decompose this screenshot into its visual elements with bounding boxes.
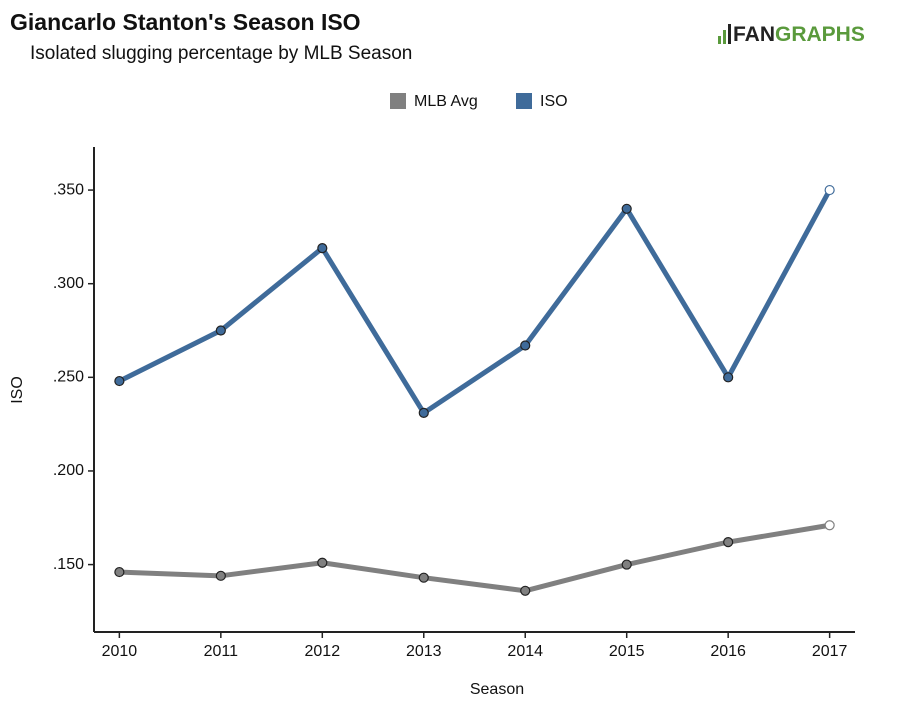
y-tick-label: .200 [53,462,84,479]
series-line [118,188,832,416]
data-point [215,570,226,581]
legend-label: MLB Avg [414,93,478,110]
chart-subtitle: Isolated slugging percentage by MLB Seas… [30,43,412,64]
y-tick-label: .300 [53,275,84,292]
x-tick-label: 2014 [507,643,543,660]
logo-icon [723,30,726,44]
logo-icon [728,24,731,44]
x-tick-label: 2013 [406,643,442,660]
x-tick-label: 2010 [102,643,138,660]
logo-icon [718,36,721,44]
legend-swatch [390,93,406,109]
x-axis-label: Season [470,681,524,698]
y-tick-label: .250 [53,369,84,386]
logo-part: GRAPHS [775,23,865,46]
x-tick-label: 2017 [812,643,848,660]
data-point [824,520,835,531]
data-point [317,243,328,254]
y-tick-label: .350 [53,181,84,198]
chart-title: Giancarlo Stanton's Season ISO [10,9,361,35]
logo-part: FAN [733,23,775,46]
x-tick-label: 2016 [710,643,746,660]
data-point [418,572,429,583]
legend-swatch [516,93,532,109]
x-tick-label: 2011 [204,643,239,660]
data-point [317,557,328,568]
data-point [215,325,226,336]
logo-text: FANGRAPHS [733,23,865,46]
data-point [621,203,632,214]
logo: FANGRAPHS [718,23,865,46]
data-point [114,375,125,387]
x-tick-label: 2012 [305,643,341,660]
data-point [723,537,734,548]
y-tick-label: .150 [53,556,84,573]
data-point [723,372,734,383]
data-point [114,566,125,578]
legend-label: ISO [540,93,568,110]
data-point [418,407,429,419]
x-tick-label: 2015 [609,643,645,660]
data-point [621,559,632,570]
y-axis-label: ISO [9,376,26,404]
data-point [520,585,531,596]
data-point [824,184,835,196]
series-line [119,522,831,594]
data-point [520,340,531,351]
